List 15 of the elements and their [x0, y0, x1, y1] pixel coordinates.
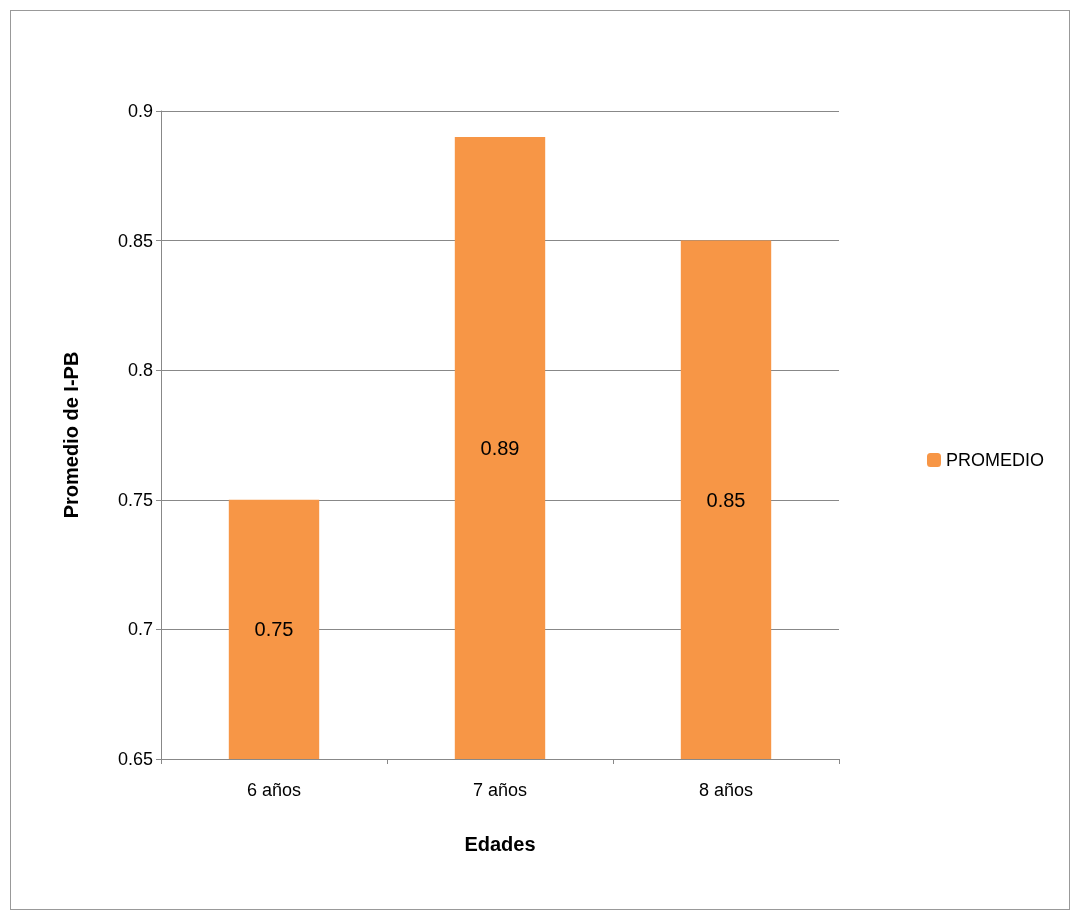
legend-label: PROMEDIO: [945, 450, 1045, 470]
x-tick-label: 7 años: [472, 780, 528, 800]
x-axis-title: Edades: [464, 833, 536, 855]
y-tick-label: 0.85: [117, 230, 153, 251]
data-label: 0.75: [254, 618, 294, 641]
y-axis-title: Promedio de I-PB: [60, 351, 82, 519]
y-tick-label: 0.65: [117, 749, 153, 769]
x-tick-label: 8 años: [698, 780, 754, 800]
data-label: 0.85: [706, 488, 746, 511]
data-label: 0.89: [480, 436, 520, 459]
y-tick-label: 0.75: [117, 489, 153, 510]
y-tick-label: 0.9: [127, 101, 153, 121]
y-tick-label: 0.7: [127, 619, 153, 640]
x-tick-label: 6 años: [246, 780, 302, 800]
y-tick-label: 0.8: [127, 360, 153, 381]
